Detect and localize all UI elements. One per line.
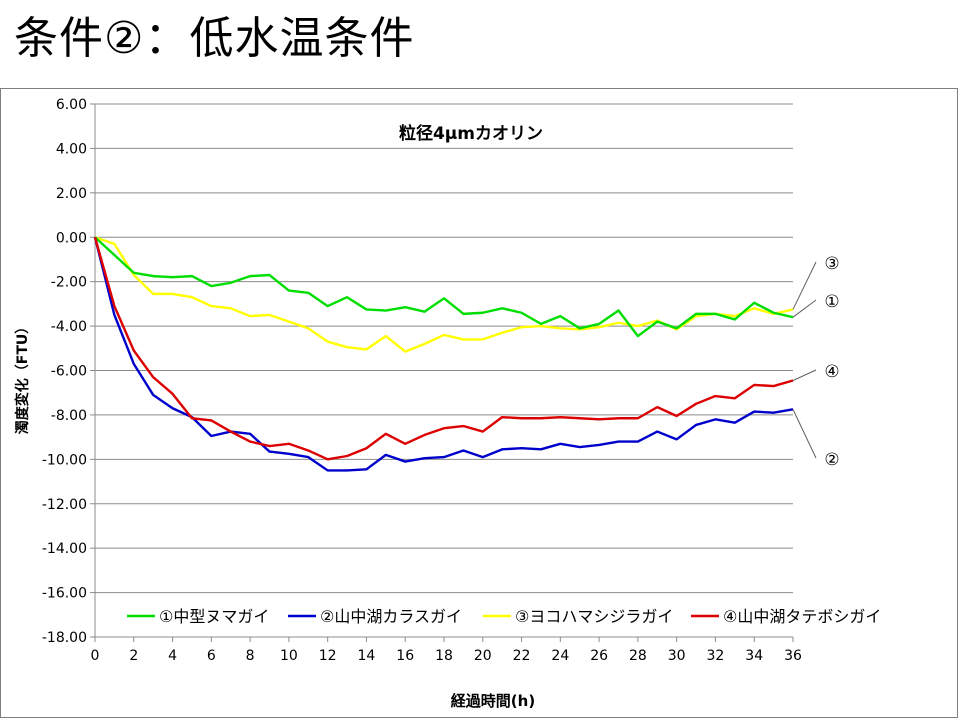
series-callout-label: ② [824, 450, 839, 470]
x-tick-label: 10 [280, 648, 298, 664]
x-tick-label: 6 [207, 648, 216, 664]
x-tick-label: 30 [668, 648, 686, 664]
callout-leader [792, 369, 817, 381]
y-tick-label: -10.00 [42, 452, 87, 468]
x-tick-label: 8 [246, 648, 255, 664]
y-tick-label: -14.00 [42, 541, 87, 557]
legend-label: ④山中湖タテボシガイ [723, 607, 881, 626]
y-tick-label: -4.00 [51, 319, 87, 335]
x-tick-label: 28 [629, 648, 647, 664]
series-callout-label: ③ [824, 254, 839, 274]
chart-frame: 6.00 4.00 2.00 0.00 -2.00 -4.00 -6.00 -8.00 -10.… [0, 88, 958, 718]
x-tick-label: 12 [319, 648, 337, 664]
x-tick-label: 18 [435, 648, 453, 664]
series-callout-label: ① [824, 292, 839, 312]
series-line [94, 236, 794, 338]
legend-label: ①中型ヌマガイ [159, 607, 269, 626]
x-tick-label: 36 [784, 648, 802, 664]
x-tick-label: 34 [745, 648, 763, 664]
callout-leader [792, 299, 817, 318]
y-tick-label: 0.00 [56, 230, 87, 246]
y-tick-label: 2.00 [56, 186, 87, 202]
y-tick-label: 6.00 [56, 97, 87, 113]
y-tick-label: -12.00 [42, 497, 87, 513]
chart-title: 粒径4μmカオリン [399, 123, 543, 144]
y-tick-label: -16.00 [42, 586, 87, 602]
line-chart: 6.00 4.00 2.00 0.00 -2.00 -4.00 -6.00 -8.00 -10.… [14, 97, 881, 710]
x-tick-label: 24 [551, 648, 569, 664]
legend-label: ②山中湖カラスガイ [320, 607, 462, 626]
grid-lines [95, 103, 793, 638]
series-line [94, 236, 794, 353]
y-tick-label: -2.00 [51, 275, 87, 291]
x-tick-label: 16 [396, 648, 414, 664]
x-tick-label: 2 [129, 648, 138, 664]
legend: ①中型ヌマガイ ②山中湖カラスガイ ③ヨコハマシジラガイ ④山中湖タテボシガイ [127, 607, 881, 626]
y-tick-label: 4.00 [56, 141, 87, 157]
callout-leader [792, 261, 817, 310]
x-tick-label: 26 [590, 648, 608, 664]
x-tick-label: 22 [513, 648, 531, 664]
series-line [93, 236, 794, 472]
series-line [93, 236, 794, 461]
y-tick-label: -8.00 [51, 408, 87, 424]
y-tick-label: -6.00 [51, 364, 87, 380]
page-title: 条件②：低水温条件 [14, 13, 415, 64]
x-tick-label: 4 [168, 648, 177, 664]
y-tick-labels: 6.00 4.00 2.00 0.00 -2.00 -4.00 -6.00 -8.00 -10.… [42, 97, 87, 646]
x-tick-label: 0 [91, 648, 100, 664]
callout-leader [792, 409, 817, 459]
legend-label: ③ヨコハマシジラガイ [515, 607, 673, 626]
series-lines [93, 236, 794, 472]
y-axis-label: 濁度変化（FTU） [14, 320, 31, 434]
axes [90, 103, 794, 642]
series-callouts: ① ② ③ ④ [792, 254, 840, 470]
x-tick-label: 14 [358, 648, 376, 664]
x-tick-labels: 0 2 4 6 8 10 12 14 16 18 20 22 24 26 28 30 32 34 36 [91, 648, 802, 664]
x-axis-label: 経過時間(h) [451, 692, 535, 710]
x-tick-label: 20 [474, 648, 492, 664]
y-tick-label: -18.00 [42, 630, 87, 646]
series-callout-label: ④ [824, 362, 839, 382]
x-tick-label: 32 [707, 648, 725, 664]
